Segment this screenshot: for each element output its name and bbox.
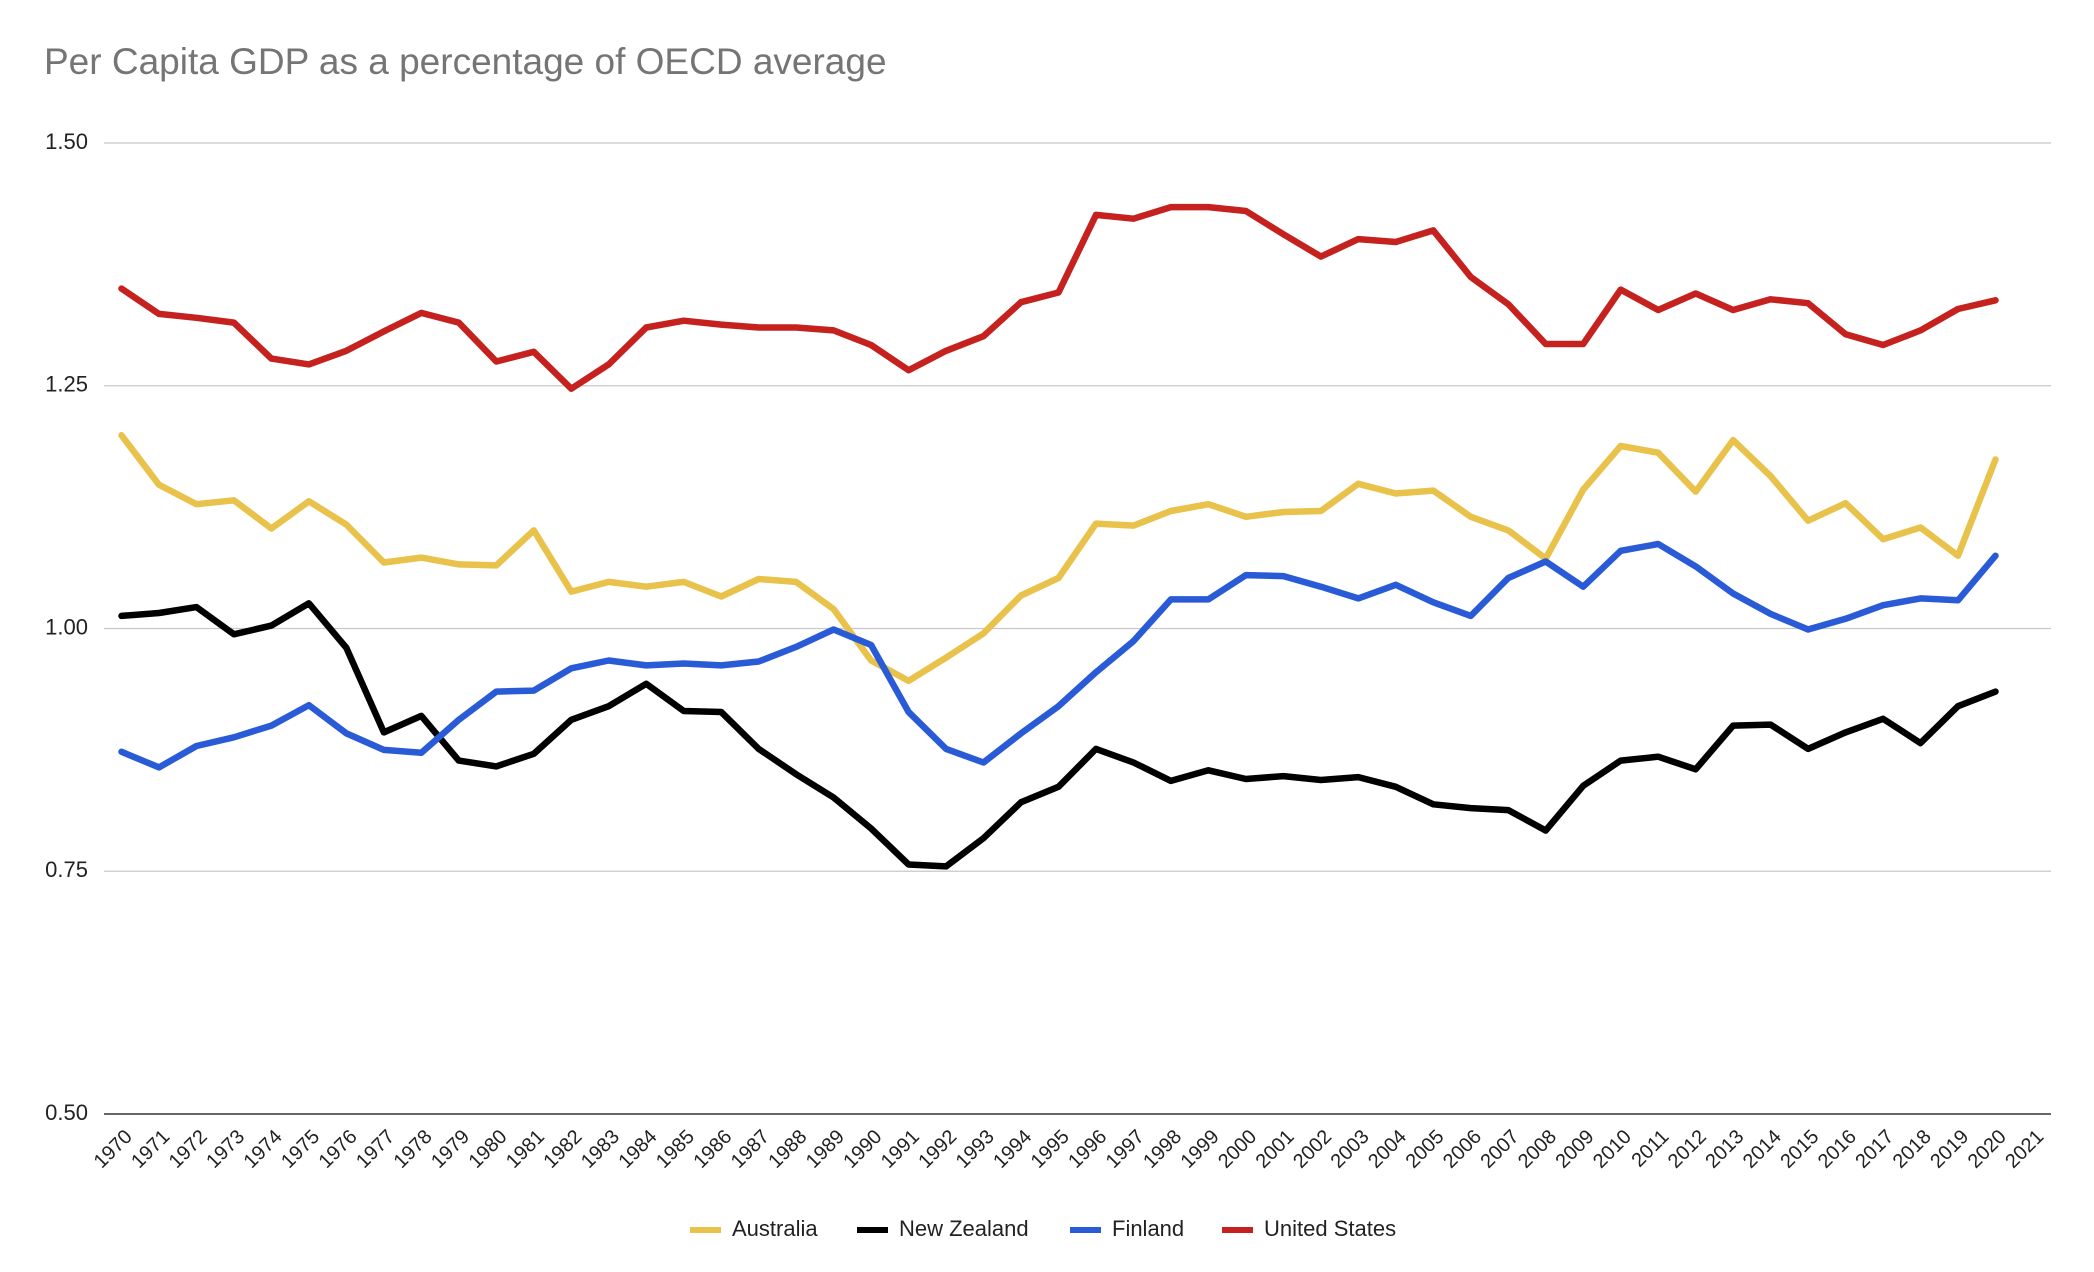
x-tick-label: 2017 xyxy=(1851,1126,1898,1173)
x-tick-label: 2015 xyxy=(1776,1126,1823,1173)
x-tick-label: 1979 xyxy=(427,1126,474,1173)
x-tick-label: 1970 xyxy=(90,1126,137,1173)
x-tick-label: 2011 xyxy=(1627,1126,1673,1172)
y-tick-label: 0.75 xyxy=(45,857,88,882)
x-tick-label: 1992 xyxy=(914,1126,961,1173)
x-tick-label: 1985 xyxy=(652,1126,699,1173)
x-tick-label: 1981 xyxy=(502,1126,549,1173)
x-tick-label: 2013 xyxy=(1701,1126,1748,1173)
x-tick-label: 1999 xyxy=(1177,1126,1224,1173)
x-tick-label: 1996 xyxy=(1064,1126,1111,1173)
x-tick-label: 2021 xyxy=(2001,1126,2048,1173)
x-tick-label: 1993 xyxy=(952,1126,999,1173)
x-tick-label: 1989 xyxy=(802,1126,849,1173)
x-tick-label: 1991 xyxy=(877,1126,924,1173)
x-tick-label: 2008 xyxy=(1514,1126,1561,1173)
x-tick-label: 2014 xyxy=(1739,1126,1786,1173)
x-tick-label: 1972 xyxy=(165,1126,212,1173)
x-tick-label: 1977 xyxy=(352,1126,399,1173)
x-tick-label: 1974 xyxy=(240,1126,287,1173)
x-tick-label: 2020 xyxy=(1964,1126,2011,1173)
x-tick-label: 2005 xyxy=(1402,1126,1449,1173)
legend-label: Australia xyxy=(732,1216,818,1241)
x-tick-label: 1973 xyxy=(202,1126,249,1173)
legend-label: New Zealand xyxy=(899,1216,1029,1241)
x-tick-label: 1998 xyxy=(1139,1126,1186,1173)
series-line xyxy=(118,600,1999,870)
x-tick-label: 1975 xyxy=(277,1126,324,1173)
y-tick-label: 1.00 xyxy=(45,614,88,639)
x-tick-label: 2001 xyxy=(1252,1126,1299,1173)
x-tick-label: 1976 xyxy=(315,1126,362,1173)
x-tick-label: 1971 xyxy=(127,1126,174,1173)
x-tick-label: 1995 xyxy=(1027,1126,1074,1173)
x-tick-label: 2003 xyxy=(1327,1126,1374,1173)
x-tick-label: 2000 xyxy=(1214,1126,1261,1173)
x-tick-label: 1994 xyxy=(989,1126,1036,1173)
x-tick-label: 1984 xyxy=(614,1126,661,1173)
chart-title: Per Capita GDP as a percentage of OECD a… xyxy=(44,41,887,82)
x-tick-label: 1986 xyxy=(689,1126,736,1173)
x-tick-label: 2007 xyxy=(1477,1126,1524,1173)
x-tick-label: 2010 xyxy=(1589,1126,1636,1173)
x-tick-label: 2019 xyxy=(1926,1126,1973,1173)
x-tick-label: 1978 xyxy=(390,1126,437,1173)
y-tick-label: 1.25 xyxy=(45,372,88,397)
x-tick-label: 1990 xyxy=(839,1126,886,1173)
y-tick-label: 1.50 xyxy=(45,129,88,154)
x-tick-label: 1988 xyxy=(764,1126,811,1173)
x-tick-label: 1997 xyxy=(1102,1126,1149,1173)
series-line xyxy=(118,432,1999,685)
y-tick-label: 0.50 xyxy=(45,1100,88,1125)
x-tick-label: 2006 xyxy=(1439,1126,1486,1173)
x-tick-label: 1987 xyxy=(727,1126,774,1173)
x-tick-label: 2012 xyxy=(1664,1126,1711,1173)
x-tick-label: 2016 xyxy=(1814,1126,1861,1173)
x-tick-label: 2018 xyxy=(1889,1126,1936,1173)
legend-label: Finland xyxy=(1112,1216,1184,1241)
x-tick-label: 1982 xyxy=(540,1126,587,1173)
legend-label: United States xyxy=(1264,1216,1396,1241)
x-tick-label: 2009 xyxy=(1551,1126,1598,1173)
series-line xyxy=(118,540,1999,771)
series-line xyxy=(118,203,1999,392)
x-tick-label: 1980 xyxy=(465,1126,512,1173)
x-tick-label: 1983 xyxy=(577,1126,624,1173)
x-tick-label: 2004 xyxy=(1364,1126,1411,1173)
x-tick-label: 2002 xyxy=(1289,1126,1336,1173)
